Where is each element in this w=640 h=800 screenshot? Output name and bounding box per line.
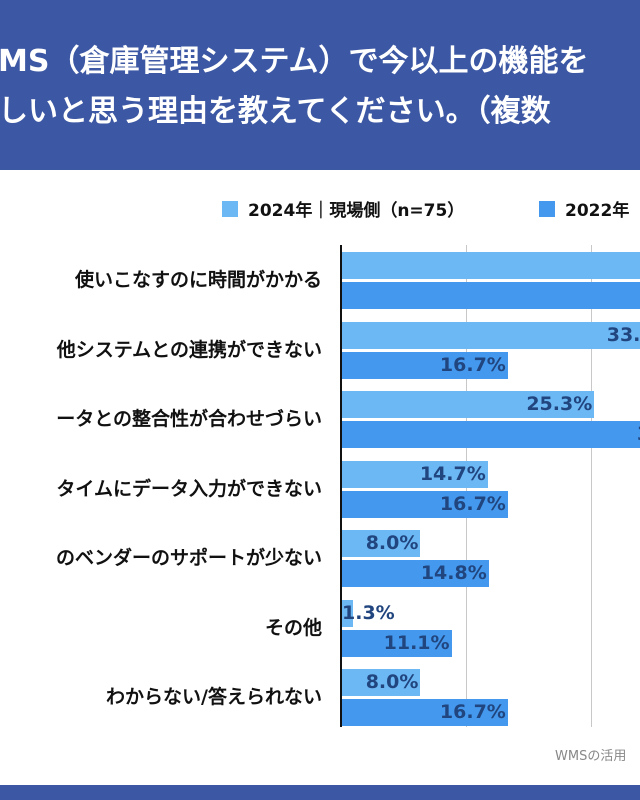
data-label: 14.7%	[419, 462, 486, 485]
legend-item-2022: 2022年	[539, 196, 629, 221]
bar-2024	[340, 669, 421, 696]
bar-2024	[340, 460, 488, 488]
category-label: 使いこなすのに時間がかかる	[74, 269, 322, 291]
category-label: ータとの整合性が合わせづらい	[56, 408, 322, 430]
data-label: 33.3%	[606, 323, 640, 346]
title-banner: MS（倉庫管理システム）で今以上の機能を しいと思う理由を教えてください。（複数	[0, 0, 640, 170]
legend-label-2024: 2024年｜現場側（n=75）	[248, 201, 465, 221]
bar-2022	[340, 560, 489, 587]
data-label: 11.1%	[383, 631, 450, 654]
legend-swatch-2022	[539, 200, 555, 217]
bar-2022	[340, 282, 640, 309]
data-label: 14.8%	[420, 562, 487, 584]
bar-2022	[340, 629, 452, 657]
bar-2022	[340, 351, 508, 379]
data-label: 3	[637, 421, 640, 448]
source-note: WMSの活用	[555, 749, 627, 764]
data-label: 25.3%	[526, 393, 593, 415]
category-label: わからない/答えられない	[106, 686, 322, 708]
bar-2022	[340, 490, 508, 518]
category-label: その他	[264, 616, 322, 639]
legend-label-2022: 2022年	[565, 201, 630, 221]
category-label: のベンダーのサポートが少ない	[55, 547, 322, 569]
data-label: 8.0%	[365, 671, 419, 693]
legend-item-2024: 2024年｜現場側（n=75）	[222, 196, 464, 221]
bar-2024	[340, 530, 421, 557]
category-label: 他システムとの連携ができない	[56, 338, 322, 361]
data-label: 16.7%	[439, 353, 506, 376]
chart-title-line-1: MS（倉庫管理システム）で今以上の機能を	[0, 44, 589, 79]
legend: 2024年｜現場側（n=75） 2022年	[0, 196, 640, 224]
chart-title-line-2: しいと思う理由を教えてください。（複数	[0, 94, 551, 129]
gridline	[591, 245, 593, 727]
bar-2024	[340, 321, 640, 349]
data-label: 1.3%	[342, 601, 395, 624]
bar-2024	[340, 599, 354, 627]
category-label: タイムにデータ入力ができない	[56, 477, 322, 500]
bar-2022	[340, 699, 508, 726]
data-label: 16.7%	[439, 701, 506, 723]
bar-2024	[340, 252, 640, 279]
data-label: 8.0%	[365, 532, 419, 554]
bar-2022	[340, 421, 640, 448]
bar-2024	[340, 391, 595, 418]
footer-band	[0, 785, 640, 800]
data-label: 16.7%	[439, 492, 506, 515]
y-axis-line	[340, 245, 342, 727]
legend-swatch-2024	[222, 200, 238, 217]
